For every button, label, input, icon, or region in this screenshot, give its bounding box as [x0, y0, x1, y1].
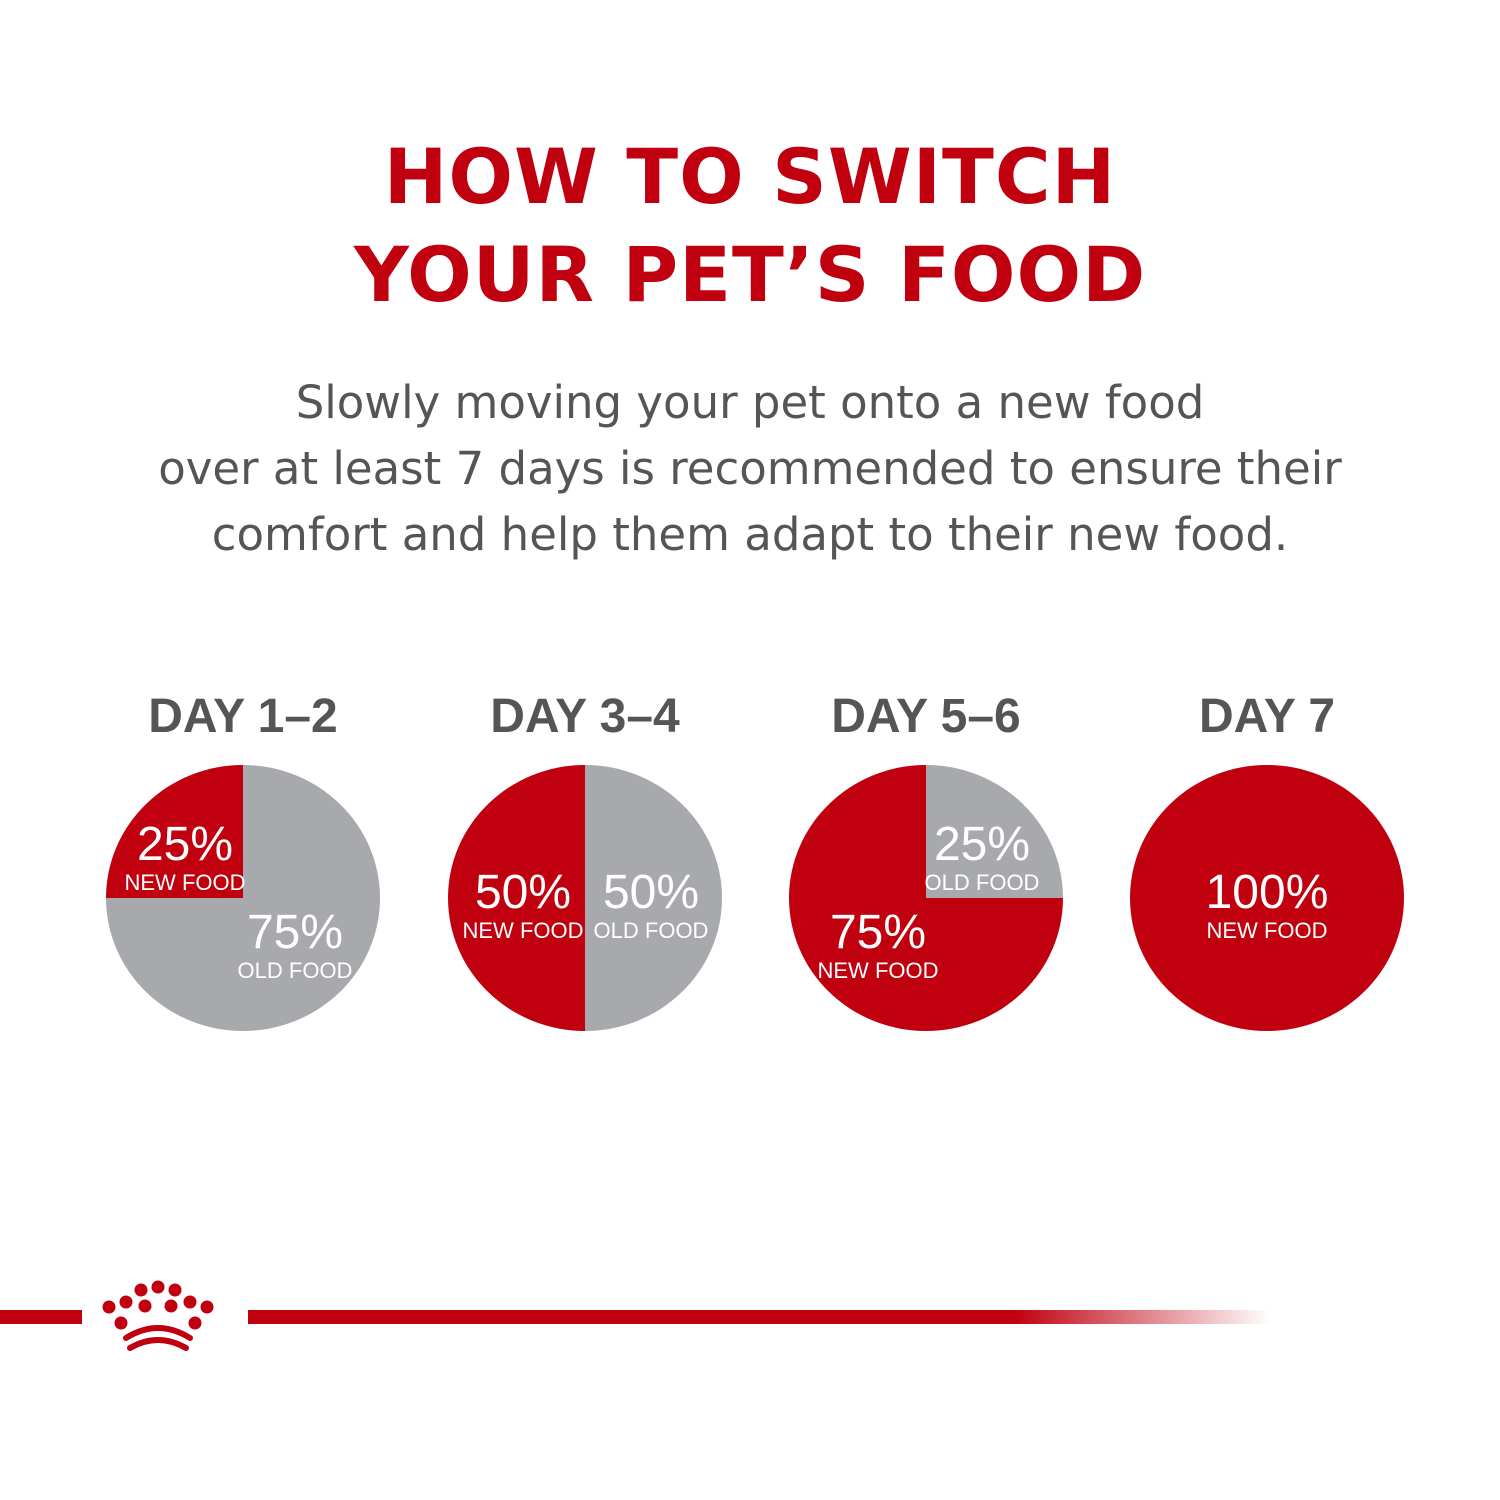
- day-label: DAY 7: [1199, 690, 1335, 743]
- pie-slice-new-food: [789, 765, 1063, 1031]
- slice-caption-new-food: NEW FOOD: [818, 958, 939, 983]
- brand-footer: [0, 1280, 1270, 1351]
- pie-chart-3: DAY 5–6 75%NEW FOOD 25%OLD FOOD: [789, 690, 1063, 1031]
- pie-slice-new-food: [448, 765, 585, 1031]
- title-line-2: YOUR PET’S FOOD: [353, 230, 1147, 319]
- slice-percent-old-food: 50%: [603, 866, 699, 919]
- pie-chart-4: DAY 7 100%NEW FOOD: [1130, 690, 1404, 1031]
- day-label: DAY 1–2: [148, 690, 338, 743]
- footer-line-right: [248, 1310, 1270, 1324]
- intro-line-2: over at least 7 days is recommended to e…: [158, 442, 1342, 495]
- slice-percent-new-food: 100%: [1206, 866, 1329, 919]
- slice-percent-new-food: 75%: [830, 906, 926, 959]
- pie-slice-old-food: [926, 765, 1063, 898]
- slice-caption-new-food: NEW FOOD: [463, 918, 584, 943]
- intro-line-3: comfort and help them adapt to their new…: [211, 508, 1289, 561]
- day-label: DAY 5–6: [831, 690, 1021, 743]
- pie-slice-old-food: [585, 765, 722, 1031]
- footer-line-left: [0, 1310, 82, 1324]
- intro-text: Slowly moving your pet onto a new food o…: [0, 370, 1500, 568]
- slice-caption-old-food: OLD FOOD: [925, 870, 1040, 895]
- slice-percent-old-food: 25%: [934, 818, 1030, 871]
- slice-percent-new-food: 50%: [475, 866, 571, 919]
- title-line-1: HOW TO SWITCH: [383, 132, 1117, 221]
- slice-caption-new-food: NEW FOOD: [125, 870, 246, 895]
- slice-caption-old-food: OLD FOOD: [238, 958, 353, 983]
- page-title: HOW TO SWITCH YOUR PET’S FOOD: [0, 128, 1500, 324]
- intro-line-1: Slowly moving your pet onto a new food: [295, 376, 1205, 429]
- slice-percent-old-food: 75%: [247, 906, 343, 959]
- slice-caption-new-food: NEW FOOD: [1207, 918, 1328, 943]
- slice-percent-new-food: 25%: [137, 818, 233, 871]
- pie-slice-new-food: [106, 765, 243, 898]
- pie-slice-new-food: [1130, 765, 1404, 1031]
- slice-caption-old-food: OLD FOOD: [594, 918, 709, 943]
- crown-icon: [102, 1280, 214, 1351]
- day-label: DAY 3–4: [490, 690, 680, 743]
